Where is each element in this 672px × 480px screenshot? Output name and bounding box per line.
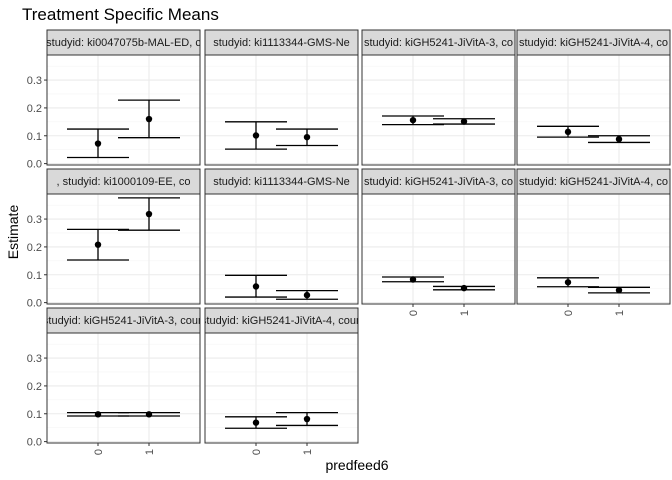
estimate-point bbox=[145, 115, 153, 123]
x-tick-label: 1 bbox=[144, 449, 156, 455]
facet-panel: studyid: ki1113344-GMS-Ne bbox=[204, 168, 359, 305]
panel-background bbox=[362, 55, 515, 165]
facet-panel: studyid: kiGH5241-JiVitA-4, co bbox=[516, 29, 671, 166]
x-tick-label: 1 bbox=[614, 310, 626, 316]
panel-border bbox=[204, 332, 359, 444]
estimate-point bbox=[615, 135, 623, 143]
estimate-point bbox=[564, 128, 572, 136]
panel-background bbox=[47, 55, 200, 165]
estimate-point bbox=[409, 116, 417, 124]
estimate-point bbox=[252, 132, 260, 139]
estimate-point bbox=[564, 279, 572, 286]
x-tick-label: 1 bbox=[459, 310, 471, 316]
y-tick-label: 0.0 bbox=[27, 159, 42, 171]
panel-border bbox=[361, 54, 516, 166]
x-tick-label: 0 bbox=[93, 449, 105, 455]
estimate-point bbox=[94, 241, 102, 248]
estimate-point bbox=[409, 276, 417, 283]
facet-strip-label: studyid: kiGH5241-JiVitA-3, co bbox=[364, 176, 513, 188]
facet-panel: studyid: kiGH5241-JiVitA-3, co 0 1 bbox=[361, 168, 516, 316]
estimate-point bbox=[94, 140, 102, 147]
estimate-point bbox=[303, 415, 311, 423]
panel-background bbox=[205, 194, 358, 304]
panel-border bbox=[46, 332, 201, 444]
panel-background bbox=[205, 333, 358, 443]
y-tick-label: 0.1 bbox=[27, 409, 42, 421]
estimate-point bbox=[252, 283, 260, 290]
panel-background bbox=[47, 194, 200, 304]
facet-strip-label: studyid: kiGH5241-JiVitA-4, coun bbox=[201, 315, 362, 327]
panel-background bbox=[362, 194, 515, 304]
facet-panel: studyid: ki1113344-GMS-Ne bbox=[204, 29, 359, 166]
facet-strip bbox=[361, 29, 516, 56]
panel-border bbox=[46, 54, 201, 166]
y-tick-label: 0.0 bbox=[27, 437, 42, 449]
panel-border bbox=[516, 193, 671, 305]
facet-strip bbox=[46, 168, 201, 195]
x-tick-label: 0 bbox=[251, 449, 263, 455]
facet-panel: studyid: kiGH5241-JiVitA-4, co 0 1 bbox=[516, 168, 671, 316]
facet-strip-label: studyid: ki1113344-GMS-Ne bbox=[213, 176, 350, 188]
estimate-point bbox=[252, 419, 260, 426]
facet-strip-label: studyid: kiGH5241-JiVitA-3, co bbox=[364, 37, 513, 49]
facet-strip-label: studyid: ki1113344-GMS-Ne bbox=[213, 37, 350, 49]
x-axis-title: predfeed6 bbox=[325, 457, 388, 473]
facet-strip-label: studyid: kiGH5241-JiVitA-3, coun bbox=[43, 315, 204, 327]
estimate-point bbox=[303, 133, 311, 141]
panel-background bbox=[47, 333, 200, 443]
x-tick-label: 0 bbox=[563, 310, 575, 316]
estimate-point bbox=[94, 411, 102, 418]
y-axis-title: Estimate bbox=[5, 205, 21, 260]
estimate-point bbox=[460, 118, 468, 125]
facet-panel: studyid: ki0047075b-MAL-ED, c 0.0 0.1 0.2 0.… bbox=[27, 29, 201, 171]
panel-border bbox=[204, 193, 359, 305]
y-tick-label: 0.3 bbox=[27, 75, 42, 87]
facet-strip bbox=[516, 168, 671, 195]
panel-border bbox=[46, 193, 201, 305]
facet-strip bbox=[204, 307, 359, 334]
facet-panel: studyid: kiGH5241-JiVitA-4, coun 0 1 bbox=[201, 307, 362, 455]
facet-panel: studyid: kiGH5241-JiVitA-3, co bbox=[361, 29, 516, 166]
facet-strip bbox=[204, 29, 359, 56]
estimate-point bbox=[145, 210, 153, 218]
panel-border bbox=[516, 54, 671, 166]
y-tick-label: 0.0 bbox=[27, 298, 42, 310]
facet-panels: studyid: ki0047075b-MAL-ED, c 0.0 0.1 0.2 0.… bbox=[27, 29, 671, 455]
facet-strip bbox=[46, 29, 201, 56]
y-tick-label: 0.1 bbox=[27, 270, 42, 282]
facet-strip-label: studyid: ki0047075b-MAL-ED, c bbox=[46, 37, 201, 49]
y-tick-label: 0.2 bbox=[27, 103, 42, 115]
facet-panel: studyid: kiGH5241-JiVitA-3, coun 0.0 0.1 0.… bbox=[27, 307, 204, 455]
facet-strip bbox=[516, 29, 671, 56]
estimate-point bbox=[615, 286, 623, 294]
estimate-point bbox=[460, 284, 468, 292]
panel-border bbox=[361, 193, 516, 305]
x-tick-label: 0 bbox=[408, 310, 420, 316]
facet-strip-label: studyid: kiGH5241-JiVitA-4, co bbox=[519, 176, 668, 188]
y-tick-label: 0.3 bbox=[27, 353, 42, 365]
panel-background bbox=[205, 55, 358, 165]
y-tick-label: 0.2 bbox=[27, 381, 42, 393]
y-tick-label: 0.3 bbox=[27, 214, 42, 226]
facet-strip-label: , studyid: ki1000109-EE, co bbox=[57, 176, 191, 188]
y-tick-label: 0.1 bbox=[27, 131, 42, 143]
facet-strip-label: studyid: kiGH5241-JiVitA-4, co bbox=[519, 37, 668, 49]
panel-border bbox=[204, 54, 359, 166]
x-tick-label: 1 bbox=[302, 449, 314, 455]
chart-title: Treatment Specific Means bbox=[22, 5, 219, 24]
estimate-point bbox=[303, 291, 311, 299]
y-tick-label: 0.2 bbox=[27, 242, 42, 254]
panel-background bbox=[517, 194, 670, 304]
estimate-point bbox=[145, 411, 153, 418]
facet-panel: , studyid: ki1000109-EE, co 0.0 0.1 0.2 0.3 bbox=[27, 168, 201, 310]
panel-background bbox=[517, 55, 670, 165]
